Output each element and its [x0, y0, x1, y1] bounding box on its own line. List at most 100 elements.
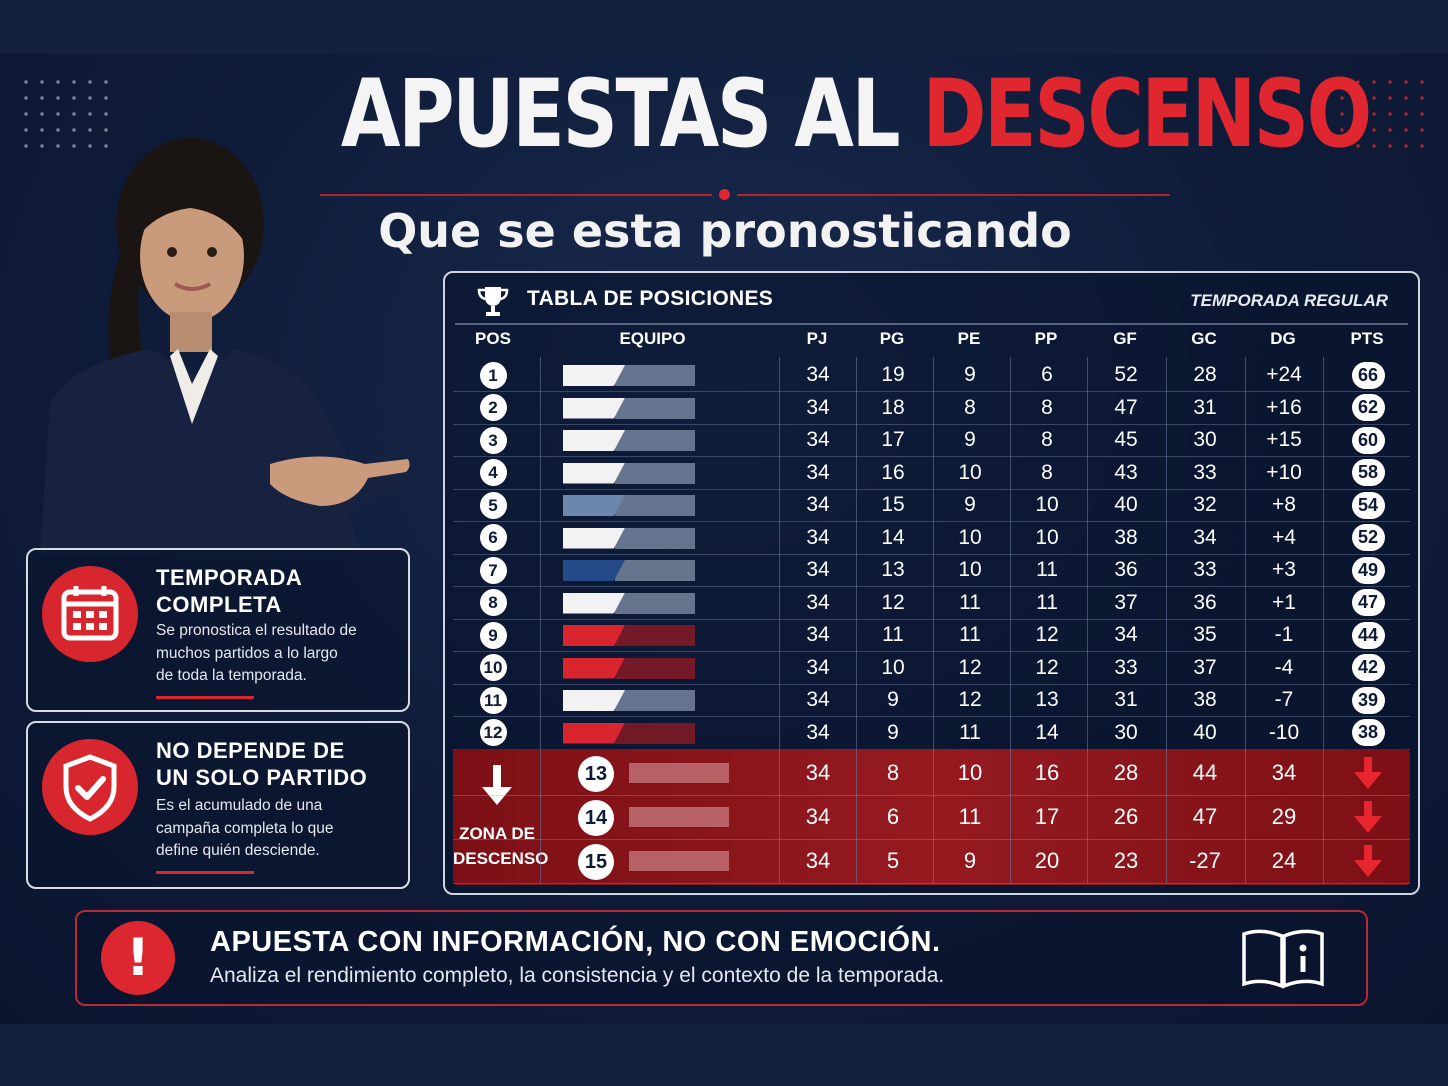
cell-dg: +1	[1272, 590, 1296, 614]
alert-icon: !	[101, 921, 175, 995]
cell-dg: +24	[1266, 363, 1302, 386]
team-crest-bar	[563, 592, 705, 614]
poster: APUESTAS AL DESCENSO Que se esta pronost…	[0, 54, 1448, 1024]
team-color-stripe	[563, 527, 625, 549]
position-badge: 2	[479, 394, 507, 422]
advice-banner: ! APUESTA CON INFORMACIÓN, NO CON EMOCIÓ…	[75, 910, 1368, 1006]
cell-gf: 43	[1114, 460, 1138, 484]
team-color-stripe	[563, 657, 625, 679]
cell-gc: 47	[1192, 804, 1218, 829]
cell-pg: 10	[881, 655, 905, 679]
cell-pe: 10	[957, 760, 983, 785]
cell-pp: 16	[1034, 760, 1060, 785]
cell-gc: 33	[1193, 558, 1217, 581]
cell-dg: -4	[1274, 655, 1294, 679]
cell-pj: 34	[805, 760, 831, 785]
team-color-stripe	[563, 462, 625, 484]
cell-pos: 2	[463, 392, 523, 424]
presenter-image	[40, 138, 410, 554]
team-name-placeholder	[615, 560, 695, 581]
cell-pg: 15	[881, 493, 905, 516]
cell-gc: 40	[1193, 720, 1217, 744]
cell-gf: 23	[1113, 848, 1139, 873]
cell-pp: 8	[1041, 460, 1053, 484]
cell-pj: 34	[806, 623, 830, 646]
cell-gf: 47	[1114, 395, 1138, 419]
cell-pos: 12	[463, 717, 523, 749]
cell-pe: 11	[959, 590, 981, 614]
table-row: 2 34 18 8 8 47 31 +16 62	[453, 392, 1410, 425]
cell-pp: 11	[1036, 590, 1058, 614]
column-divider	[1166, 357, 1167, 883]
cell-pos: 14	[571, 795, 621, 839]
points-badge: 54	[1351, 491, 1385, 519]
title-rule-right	[737, 194, 1170, 196]
cell-pts: 49	[1331, 554, 1405, 586]
team-name-placeholder	[629, 763, 729, 783]
points-badge: 49	[1351, 556, 1385, 584]
cell-dg: -10	[1268, 720, 1300, 744]
cell-gf: 37	[1114, 590, 1138, 614]
cell-gc: -27	[1189, 848, 1221, 873]
cell-pe: 12	[958, 655, 982, 679]
cell-pts: 66	[1331, 359, 1405, 391]
cell-pos: 1	[463, 359, 523, 391]
cell-pos: 15	[571, 839, 621, 883]
cell-pj: 34	[806, 363, 830, 386]
position-badge: 6	[479, 524, 507, 552]
header-pj: PJ	[806, 329, 828, 348]
cell-gc: 28	[1193, 363, 1217, 386]
table-row: 12 34 9 11 14 30 40 -10 38	[453, 717, 1410, 750]
cell-pg: 12	[881, 590, 905, 614]
team-name-placeholder	[615, 592, 695, 614]
points-badge: 39	[1351, 686, 1385, 714]
team-crest-bar	[563, 430, 705, 451]
team-crest-bar	[563, 462, 705, 484]
team-color-stripe	[563, 690, 625, 711]
cell-pg: 16	[881, 460, 905, 484]
cell-gc: 36	[1193, 590, 1217, 614]
cell-pj: 34	[805, 848, 831, 873]
table-row: 6 34 14 10 10 38 34 +4 52	[453, 522, 1410, 555]
cell-pos: 10	[463, 652, 523, 684]
team-name-placeholder	[615, 690, 695, 711]
cell-dg: -1	[1274, 623, 1294, 646]
cell-pp: 8	[1041, 395, 1053, 419]
relegation-zone: ZONA DE DESCENSO 13 34 8 10 16 28 44 34 14 34 6 11 1…	[453, 749, 1410, 885]
position-badge: 3	[479, 426, 507, 454]
team-name-placeholder	[615, 462, 695, 484]
header-pts: PTS	[1350, 329, 1384, 348]
position-badge: 5	[479, 491, 507, 519]
cell-pp: 13	[1035, 688, 1059, 711]
calendar-icon	[42, 566, 138, 662]
cell-pe: 9	[964, 363, 976, 386]
cell-pp: 11	[1036, 558, 1058, 581]
cell-pj: 34	[806, 688, 830, 711]
cell-pos: 4	[463, 457, 523, 489]
column-divider	[1245, 357, 1246, 883]
down-arrow-icon	[1354, 757, 1382, 789]
cell-pg: 17	[881, 428, 905, 451]
cell-gc: 44	[1192, 760, 1218, 785]
column-divider	[1010, 357, 1011, 883]
relegation-arrow-icon	[482, 765, 512, 805]
position-badge: 10	[479, 654, 507, 682]
team-name-placeholder	[615, 365, 695, 386]
cell-pe: 9	[964, 493, 976, 516]
decor-dots-left	[18, 74, 114, 150]
cell-pg: 13	[881, 558, 905, 581]
cell-pe: 8	[964, 395, 976, 419]
cell-pe: 10	[958, 525, 982, 549]
banner-text: Analiza el rendimiento completo, la cons…	[210, 964, 945, 987]
team-color-stripe	[563, 397, 625, 419]
cell-pe: 11	[958, 804, 982, 829]
table-row: 9 34 11 11 12 34 35 -1 44	[453, 619, 1410, 652]
cell-gf: 28	[1113, 760, 1139, 785]
header-pg: PG	[879, 329, 905, 348]
cell-pg: 9	[887, 720, 899, 744]
team-crest-bar	[563, 365, 705, 386]
standings-table: TABLA DE POSICIONES TEMPORADA REGULAR PO…	[443, 271, 1420, 895]
team-name-placeholder	[615, 527, 695, 549]
card-title-line1: NO DEPENDE DE	[156, 738, 345, 763]
cell-gf: 30	[1114, 720, 1138, 744]
